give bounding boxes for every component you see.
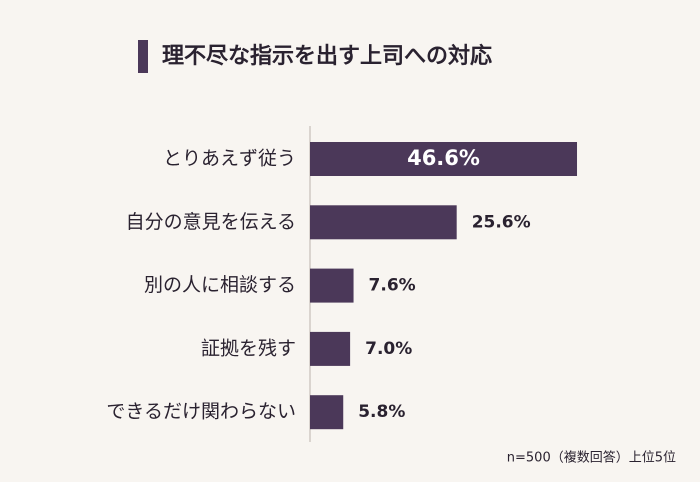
- bar: [310, 395, 344, 430]
- category-label: とりあえず従う: [163, 148, 296, 170]
- bar: [310, 331, 351, 366]
- chart-title: 理不尽な指示を出す上司への対応: [162, 43, 492, 69]
- note: n=500（複数回答）上位5位: [507, 450, 676, 466]
- value-label: 7.6%: [369, 276, 416, 296]
- value-label: 25.6%: [472, 212, 531, 232]
- value-label: 5.8%: [358, 402, 405, 422]
- bar: [310, 142, 578, 176]
- category-label: 自分の意見を伝える: [126, 211, 296, 233]
- bar: [310, 268, 354, 303]
- category-label: 証拠を残す: [201, 337, 296, 359]
- title-marker: [138, 40, 148, 73]
- category-label: 別の人に相談する: [144, 274, 296, 296]
- value-label: 7.0%: [365, 339, 412, 359]
- bar: [310, 205, 457, 240]
- value-label: 46.6%: [407, 146, 480, 170]
- category-label: できるだけ関わらない: [106, 401, 296, 423]
